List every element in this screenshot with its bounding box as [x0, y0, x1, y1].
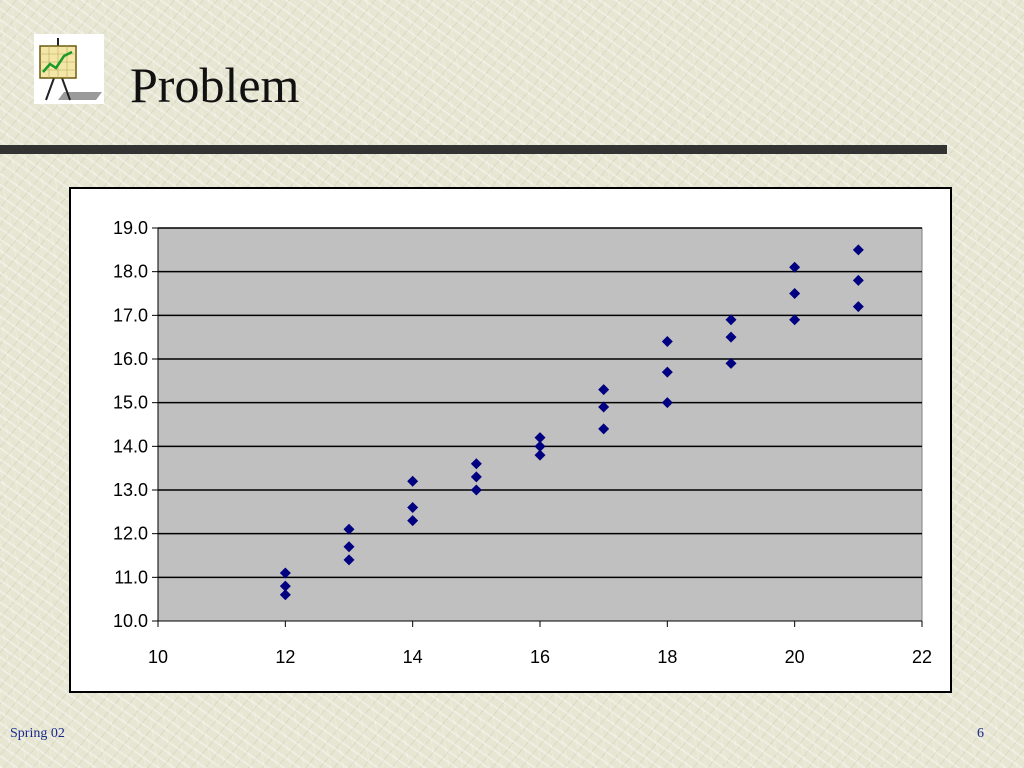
y-tick-label: 12.0	[113, 524, 148, 544]
title-divider	[0, 145, 947, 154]
scatter-chart-svg: 10.0 11.0 12.0 13.0 14.0 15.0 16.0 17.0 18.0 19.0…	[113, 218, 932, 667]
x-tick-label: 18	[657, 647, 677, 667]
scatter-chart: 10.0 11.0 12.0 13.0 14.0 15.0 16.0 17.0 18.0 19.0…	[69, 187, 952, 693]
y-tick-label: 16.0	[113, 349, 148, 369]
data-point	[725, 357, 737, 369]
data-point	[407, 501, 419, 513]
y-tick-label: 17.0	[113, 305, 148, 325]
data-point	[661, 366, 673, 378]
data-point	[279, 567, 291, 579]
data-points	[279, 244, 864, 601]
data-point	[534, 432, 546, 444]
plot-background	[157, 227, 923, 622]
x-tick-label: 10	[148, 647, 168, 667]
footer-term: Spring 02	[10, 726, 65, 741]
data-point	[852, 274, 864, 286]
y-tick-label: 14.0	[113, 436, 148, 456]
y-tick-label: 15.0	[113, 393, 148, 413]
y-tick-label: 19.0	[113, 218, 148, 238]
data-point	[470, 471, 482, 483]
data-point	[534, 449, 546, 461]
data-point	[725, 314, 737, 326]
data-point	[789, 261, 801, 273]
data-point	[279, 580, 291, 592]
data-point	[789, 288, 801, 299]
slide-title: Problem	[130, 57, 300, 113]
data-point	[279, 589, 291, 601]
data-point	[661, 397, 673, 409]
y-tick-label: 13.0	[113, 480, 148, 500]
data-point	[789, 314, 801, 326]
plot-area	[157, 227, 923, 622]
data-point	[598, 384, 610, 396]
x-tick-label: 16	[530, 647, 550, 667]
y-tick-label: 11.0	[114, 567, 148, 587]
data-point	[407, 515, 419, 527]
x-tick-label: 20	[785, 647, 805, 667]
y-tick-label: 10.0	[113, 611, 148, 631]
data-point	[661, 336, 673, 348]
data-point	[407, 475, 419, 487]
x-tick-label: 22	[912, 647, 932, 667]
data-point	[470, 458, 482, 470]
data-point	[598, 423, 610, 435]
data-point	[343, 541, 355, 553]
axes	[152, 227, 923, 627]
tick-labels: 10.0 11.0 12.0 13.0 14.0 15.0 16.0 17.0 18.0 19.0…	[113, 218, 932, 667]
data-point	[725, 331, 737, 343]
y-tick-label: 18.0	[113, 262, 148, 282]
data-point	[470, 484, 482, 496]
page-number: 6	[977, 726, 984, 741]
data-point	[598, 401, 610, 413]
x-tick-label: 12	[275, 647, 295, 667]
data-point	[852, 301, 864, 313]
data-point	[343, 554, 355, 566]
x-tick-label: 14	[403, 647, 423, 667]
easel-chart-icon	[34, 34, 104, 104]
data-point	[343, 523, 355, 535]
data-point	[534, 440, 546, 452]
